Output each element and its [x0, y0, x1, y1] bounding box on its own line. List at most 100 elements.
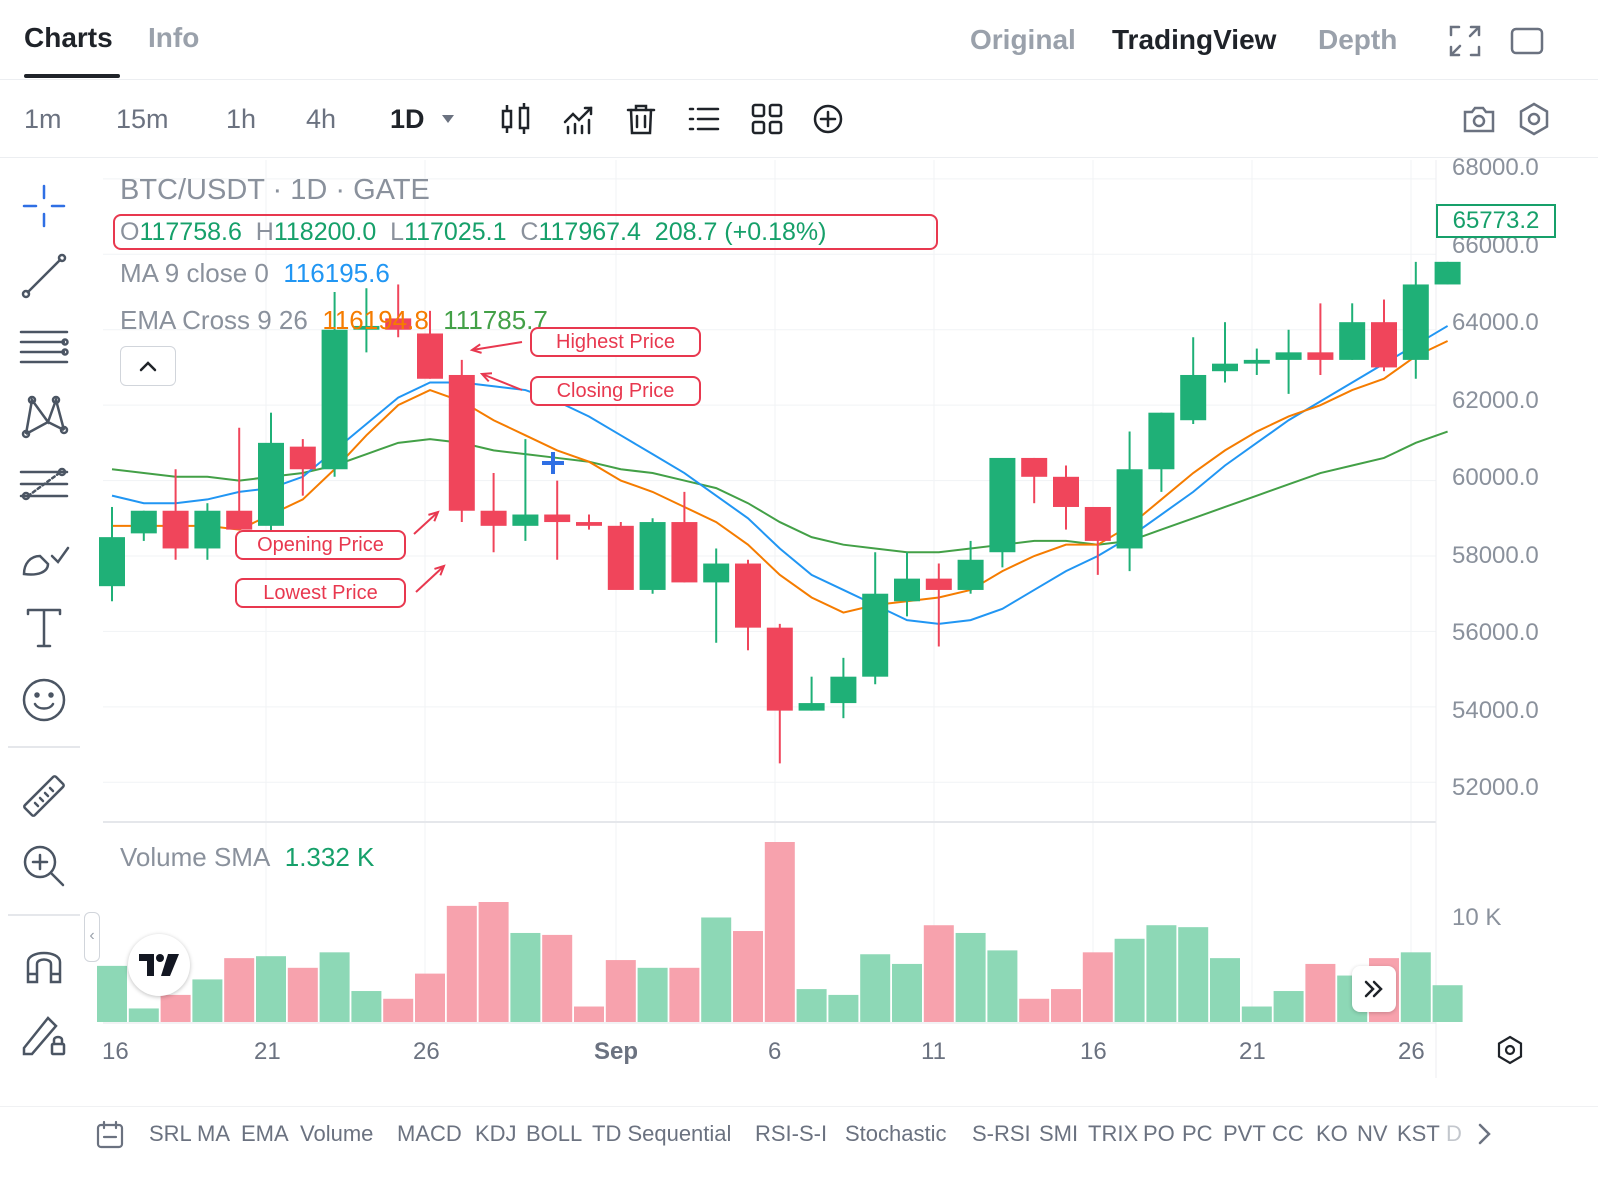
- indicator-pvt[interactable]: PVT: [1223, 1121, 1266, 1146]
- tab-charts[interactable]: Charts: [24, 22, 113, 53]
- candle-body: [1275, 352, 1302, 360]
- zoom-in-icon[interactable]: [18, 840, 70, 892]
- candle-body: [894, 578, 920, 602]
- indicator-s-rsi[interactable]: S-RSI: [972, 1121, 1031, 1146]
- open-label: O: [120, 218, 140, 246]
- top-tab-bar: Charts Info Original TradingView Depth: [0, 0, 1598, 80]
- volume-bar: [637, 967, 668, 1022]
- indicator-kdj[interactable]: KDJ: [475, 1121, 517, 1146]
- camera-icon[interactable]: [1460, 100, 1498, 138]
- indicator-volume[interactable]: Volume: [300, 1121, 374, 1146]
- indicator-cc[interactable]: CC: [1272, 1121, 1304, 1146]
- candle-body: [289, 446, 316, 470]
- volume-bar: [97, 965, 127, 1022]
- price-axis-label: 52000.0: [1452, 774, 1539, 801]
- date-axis-label: 21: [1239, 1038, 1266, 1065]
- magnet-icon[interactable]: [18, 938, 70, 990]
- candle-body: [544, 514, 571, 523]
- indicator-trix[interactable]: TRIX: [1088, 1121, 1139, 1146]
- volume-bar: [478, 902, 509, 1022]
- volume-bar: [1432, 985, 1463, 1022]
- lock-drawing-icon[interactable]: [18, 1008, 70, 1060]
- panel-handle[interactable]: ‹: [84, 912, 100, 962]
- collapse-legend-button[interactable]: [120, 346, 176, 386]
- indicator-smi[interactable]: SMI: [1039, 1121, 1079, 1146]
- fib-icon[interactable]: [18, 460, 70, 512]
- volume-bar: [446, 905, 477, 1022]
- interval-4h[interactable]: 4h: [306, 104, 337, 134]
- interval-1m[interactable]: 1m: [24, 104, 62, 134]
- crosshair-icon[interactable]: [18, 180, 70, 232]
- interval-1h[interactable]: 1h: [226, 104, 257, 134]
- settings-icon[interactable]: [1515, 100, 1553, 138]
- candle-body: [1307, 352, 1334, 360]
- candle-body: [194, 510, 221, 549]
- candle-body: [353, 325, 380, 330]
- candle-type-icon[interactable]: [497, 100, 535, 138]
- indicator-d[interactable]: D: [1446, 1121, 1462, 1146]
- window-icon[interactable]: [1508, 22, 1546, 60]
- indicator-macd[interactable]: MACD: [397, 1121, 462, 1146]
- add-circle-icon[interactable]: [809, 100, 847, 138]
- horizontal-lines-icon[interactable]: [18, 320, 70, 372]
- candle-body: [830, 676, 857, 704]
- list-icon[interactable]: [685, 100, 723, 138]
- volume-bar: [1305, 963, 1336, 1022]
- indicator-rsi-s-i[interactable]: RSI-S-I: [755, 1121, 828, 1146]
- indicator-td-sequential[interactable]: TD Sequential: [592, 1121, 732, 1146]
- indicator-srl[interactable]: SRL: [149, 1121, 192, 1146]
- indicator-pc[interactable]: PC: [1182, 1121, 1213, 1146]
- indicators-icon[interactable]: [560, 100, 598, 138]
- emoji-icon[interactable]: [18, 674, 70, 726]
- indicator-kst[interactable]: KST: [1397, 1121, 1440, 1146]
- high-label: H: [255, 218, 274, 246]
- ma-legend: MA 9 close 0 116195.6: [120, 258, 390, 289]
- indicator-boll[interactable]: BOLL: [526, 1121, 583, 1146]
- volume-bar: [828, 994, 859, 1022]
- indicator-ema[interactable]: EMA: [241, 1121, 289, 1146]
- layout-grid-icon[interactable]: [748, 100, 786, 138]
- candle-body: [1021, 457, 1048, 477]
- view-depth[interactable]: Depth: [1318, 24, 1398, 55]
- interval-15m[interactable]: 15m: [116, 104, 169, 134]
- volume-bar: [415, 973, 445, 1022]
- ruler-icon[interactable]: [18, 770, 70, 822]
- indicator-nv[interactable]: NV: [1357, 1121, 1388, 1146]
- candle-body: [226, 510, 253, 530]
- callout-highest-price: Highest Price: [530, 327, 701, 357]
- caret-down-icon[interactable]: [440, 113, 456, 125]
- price-chart[interactable]: [0, 0, 1598, 1106]
- interval-1d[interactable]: 1D: [390, 104, 425, 134]
- axis-settings-icon[interactable]: [1494, 1034, 1526, 1066]
- volume-bar: [860, 954, 891, 1022]
- chevron-right-icon[interactable]: [1474, 1121, 1496, 1147]
- candle-body: [989, 457, 1016, 553]
- trend-line-icon[interactable]: [18, 250, 70, 302]
- volume-label: Volume SMA: [120, 842, 271, 872]
- candle-body: [321, 329, 348, 470]
- candle-body: [1371, 322, 1397, 368]
- indicator-ma[interactable]: MA: [197, 1121, 230, 1146]
- indicator-po[interactable]: PO: [1143, 1121, 1175, 1146]
- active-tab-indicator: [24, 74, 120, 78]
- ema-legend: EMA Cross 9 26 116194.8 111785.7: [120, 305, 548, 336]
- pattern-icon[interactable]: [18, 390, 70, 442]
- volume-bar: [128, 1008, 159, 1022]
- brush-icon[interactable]: [18, 530, 70, 582]
- fullscreen-icon[interactable]: [1446, 22, 1484, 60]
- symbol-title: BTC/USDT · 1D · GATE: [120, 174, 430, 206]
- callout-closing-price: Closing Price: [530, 376, 701, 406]
- tradingview-logo[interactable]: [128, 934, 190, 996]
- view-tradingview[interactable]: TradingView: [1112, 24, 1277, 55]
- text-icon[interactable]: [18, 600, 70, 652]
- trash-icon[interactable]: [622, 100, 660, 138]
- drawing-tools-rail: [0, 158, 90, 1088]
- indicator-stochastic[interactable]: Stochastic: [845, 1121, 947, 1146]
- calendar-icon[interactable]: [94, 1119, 126, 1151]
- price-axis-label: 64000.0: [1452, 309, 1539, 336]
- scroll-to-realtime-button[interactable]: [1352, 966, 1396, 1012]
- view-original[interactable]: Original: [970, 24, 1076, 55]
- tab-info[interactable]: Info: [148, 22, 200, 53]
- change-value: 208.7 (+0.18%): [654, 218, 827, 246]
- indicator-ko[interactable]: KO: [1316, 1121, 1348, 1146]
